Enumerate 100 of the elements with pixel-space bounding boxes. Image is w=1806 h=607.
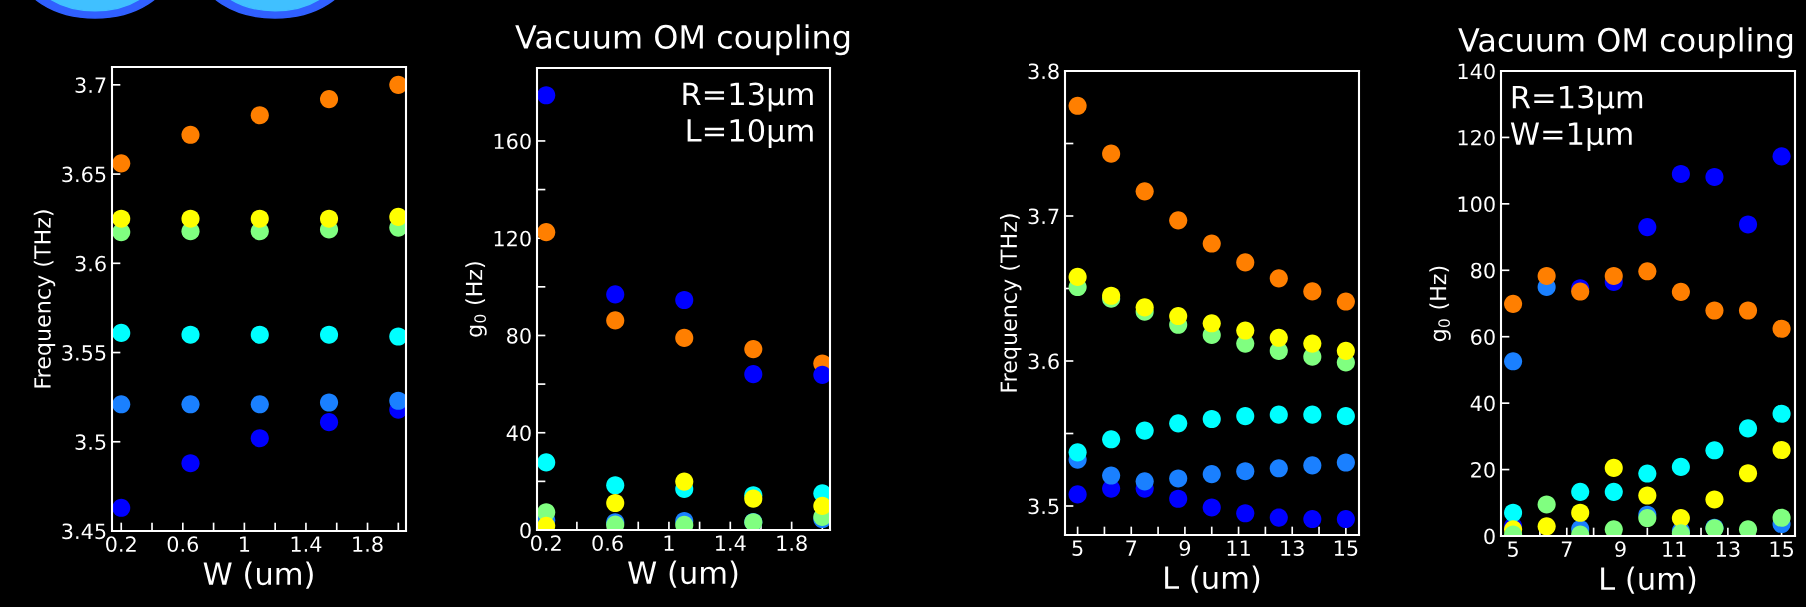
- x-tick-label: 0.6: [592, 535, 623, 551]
- x-tick-label: 13: [1716, 541, 1740, 557]
- y-tick-label: 0: [1484, 528, 1495, 545]
- point: [1102, 430, 1121, 449]
- point: [1537, 495, 1556, 514]
- point: [1236, 253, 1255, 272]
- x-axis-title: L (um): [1165, 565, 1260, 593]
- point: [1068, 443, 1087, 462]
- y-tick-label: 120: [494, 230, 531, 247]
- point: [1604, 458, 1623, 477]
- point: [1169, 211, 1188, 230]
- point: [319, 413, 339, 432]
- x-axis-title: W (um): [628, 560, 738, 588]
- point: [1671, 164, 1690, 184]
- point: [1202, 314, 1221, 333]
- point: [1772, 404, 1791, 423]
- point: [744, 340, 763, 359]
- point: [181, 454, 200, 473]
- point: [1135, 472, 1154, 491]
- point: [1638, 509, 1657, 528]
- point: [675, 328, 694, 347]
- point: [389, 327, 406, 346]
- point: [112, 209, 131, 228]
- x-tick-label: 0.2: [531, 535, 561, 551]
- point: [813, 365, 830, 384]
- point: [1135, 298, 1154, 317]
- point: [1772, 147, 1791, 166]
- point: [744, 365, 763, 384]
- point: [1604, 266, 1623, 285]
- y-tick-label: 80: [507, 327, 531, 344]
- point: [537, 86, 556, 105]
- y-axis-title: Frequency (THz): [33, 210, 56, 388]
- x-tick-label: 11: [1227, 540, 1250, 556]
- point: [1738, 301, 1758, 320]
- point: [606, 476, 625, 495]
- point: [1705, 490, 1724, 509]
- point: [1202, 409, 1221, 429]
- y-tick-label: 20: [1471, 462, 1495, 478]
- point: [1068, 485, 1087, 504]
- point: [606, 285, 625, 304]
- y-axis-title: g$_{0}$ (Hz): [465, 262, 487, 337]
- point: [1671, 509, 1690, 528]
- x-axis-title: W (um): [203, 561, 313, 589]
- point: [1504, 503, 1523, 522]
- point: [537, 453, 556, 472]
- point: [1269, 328, 1288, 347]
- point: [319, 209, 339, 228]
- point: [1236, 504, 1255, 523]
- point: [250, 209, 269, 228]
- point: [250, 325, 269, 344]
- point: [675, 290, 694, 310]
- point: [1604, 520, 1623, 536]
- x-tick-label: 9: [1179, 540, 1191, 556]
- point: [1169, 469, 1188, 488]
- y-tick-label: 3.5: [1028, 498, 1059, 515]
- point: [319, 90, 339, 109]
- y-tick-label: 3.45: [62, 523, 106, 540]
- x-tick-label: 15: [1770, 541, 1794, 557]
- y-tick-label: 120: [1458, 129, 1495, 146]
- chart-title: Vacuum OM coupling: [1458, 27, 1793, 59]
- point: [1571, 482, 1590, 501]
- point: [1135, 421, 1154, 440]
- x-tick-label: 1.4: [291, 536, 322, 552]
- point: [1504, 352, 1523, 371]
- point: [1336, 341, 1355, 360]
- point: [181, 325, 200, 344]
- point: [1772, 508, 1791, 527]
- x-tick-label: 15: [1334, 540, 1358, 556]
- y-tick-label: 40: [506, 425, 531, 441]
- point: [1303, 282, 1322, 301]
- point: [1303, 405, 1322, 424]
- point: [389, 207, 406, 226]
- point: [319, 393, 339, 412]
- point: [1537, 517, 1556, 536]
- x-axis-title: L (um): [1601, 566, 1696, 594]
- point: [1202, 498, 1221, 517]
- point: [1169, 307, 1188, 326]
- point: [1336, 453, 1355, 472]
- point: [1269, 269, 1288, 288]
- point: [1202, 465, 1221, 484]
- point: [1738, 464, 1758, 483]
- point: [606, 493, 625, 513]
- point: [1537, 266, 1556, 285]
- y-tick-label: 3.55: [62, 344, 106, 361]
- x-tick-label: 5: [1508, 541, 1518, 557]
- y-axis-title: Frequency (THz): [999, 214, 1022, 392]
- y-tick-label: 140: [1458, 63, 1495, 80]
- point: [1738, 419, 1758, 438]
- x-tick-label: 1.4: [716, 535, 746, 551]
- point: [1236, 407, 1255, 426]
- point: [1236, 321, 1255, 340]
- point: [1671, 282, 1690, 301]
- point: [1169, 414, 1188, 433]
- point: [389, 391, 406, 410]
- x-tick-label: 13: [1281, 540, 1304, 556]
- y-axis-title: g$_{0}$ (Hz): [1429, 266, 1451, 342]
- y-tick-label: 3.6: [1028, 353, 1059, 370]
- point: [1303, 456, 1322, 475]
- x-tick-label: 0.2: [106, 536, 136, 552]
- y-tick-label: 60: [1471, 329, 1495, 345]
